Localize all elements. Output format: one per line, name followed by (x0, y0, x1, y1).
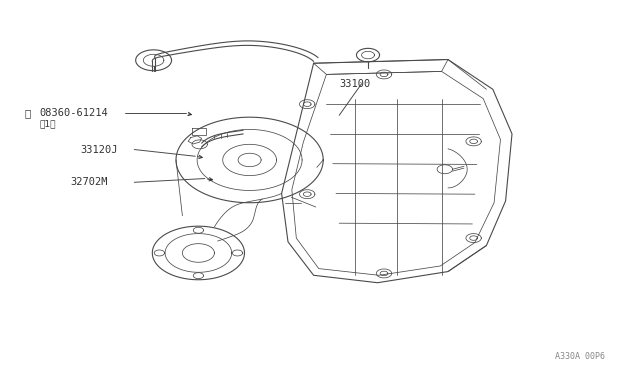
Text: 33120J: 33120J (80, 145, 118, 154)
Text: Ⓢ: Ⓢ (24, 109, 31, 118)
Text: 08360-61214: 08360-61214 (40, 109, 108, 118)
Text: （1）: （1） (40, 119, 56, 128)
Text: 33100: 33100 (339, 79, 371, 89)
Text: A330A 00P6: A330A 00P6 (555, 352, 605, 361)
Text: 32702M: 32702M (70, 177, 108, 187)
